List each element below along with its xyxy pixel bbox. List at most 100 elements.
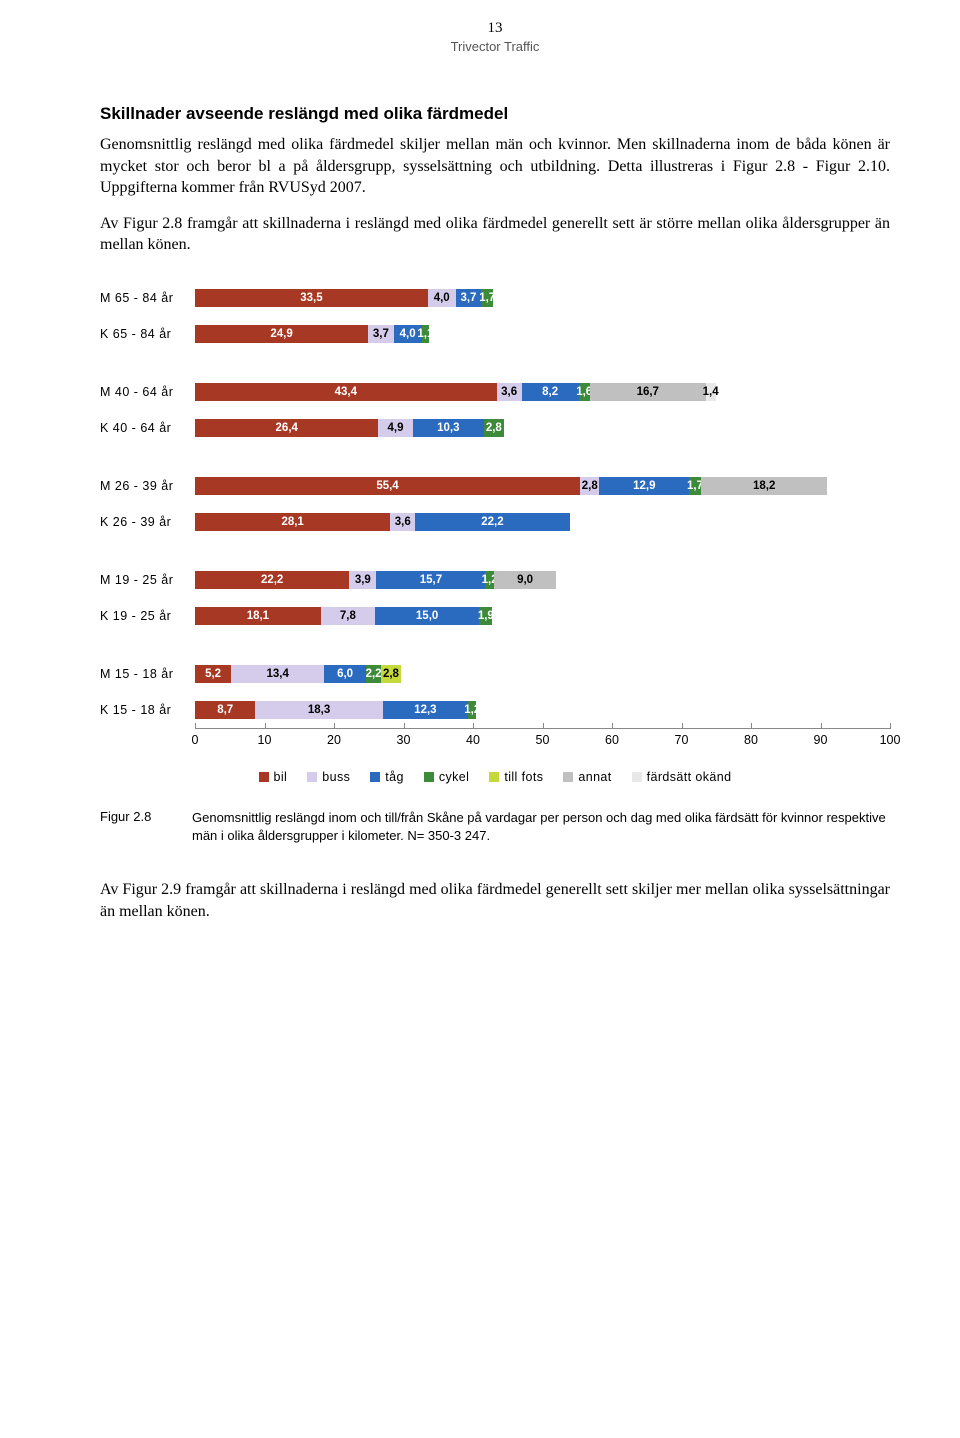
- chart-row: K 26 - 39 år28,13,622,2: [100, 510, 890, 534]
- section-heading: Skillnader avseende reslängd med olika f…: [100, 104, 890, 124]
- bar-segment: 8,7: [195, 701, 255, 719]
- chart-row: K 65 - 84 år24,93,74,01,1: [100, 322, 890, 346]
- legend-swatch: [424, 772, 434, 782]
- row-label: M 19 - 25 år: [100, 573, 195, 587]
- bar-segment: 22,2: [415, 513, 569, 531]
- row-label: K 26 - 39 år: [100, 515, 195, 529]
- legend-swatch: [307, 772, 317, 782]
- tick-label: 0: [192, 733, 199, 747]
- legend: bil buss tåg cykel till fots annat färdsätt ok…: [100, 770, 890, 784]
- bar-segment: 1,6: [579, 383, 590, 401]
- chart: M 65 - 84 år33,54,03,71,7 K 65 - 84 år24,…: [100, 286, 890, 784]
- legend-label: annat: [578, 770, 611, 784]
- row-label: K 65 - 84 år: [100, 327, 195, 341]
- bar-segment: 3,9: [349, 571, 376, 589]
- bar-segment: 26,4: [195, 419, 378, 437]
- tick-label: 40: [466, 733, 480, 747]
- bar-segment: 1,4: [706, 383, 716, 401]
- legend-label: till fots: [504, 770, 543, 784]
- row-label: M 26 - 39 år: [100, 479, 195, 493]
- bar-segment: 8,2: [522, 383, 579, 401]
- tick-label: 50: [536, 733, 550, 747]
- bar-segment: 15,7: [376, 571, 485, 589]
- chart-row: M 40 - 64 år43,43,68,21,616,71,4: [100, 380, 890, 404]
- chart-row: K 40 - 64 år26,44,910,32,8: [100, 416, 890, 440]
- legend-item: buss: [307, 770, 350, 784]
- legend-item: bil: [259, 770, 288, 784]
- row-label: K 40 - 64 år: [100, 421, 195, 435]
- row-label: K 19 - 25 år: [100, 609, 195, 623]
- figure-text: Genomsnittlig reslängd inom och till/frå…: [192, 809, 890, 844]
- tick-label: 60: [605, 733, 619, 747]
- legend-swatch: [489, 772, 499, 782]
- row-label: M 40 - 64 år: [100, 385, 195, 399]
- tick-label: 70: [675, 733, 689, 747]
- bar-segment: 1,2: [485, 571, 493, 589]
- bar-segment: 3,7: [456, 289, 482, 307]
- chart-row: M 19 - 25 år22,23,915,71,29,0: [100, 568, 890, 592]
- chart-row: M 65 - 84 år33,54,03,71,7: [100, 286, 890, 310]
- bar-segment: 55,4: [195, 477, 580, 495]
- figure-label: Figur 2.8: [100, 809, 172, 844]
- bar-segment: 1,7: [481, 289, 493, 307]
- legend-item: till fots: [489, 770, 543, 784]
- legend-item: färdsätt okänd: [632, 770, 732, 784]
- row-label: M 65 - 84 år: [100, 291, 195, 305]
- bar-segment: 7,8: [321, 607, 375, 625]
- paragraph-2: Av Figur 2.8 framgår att skillnaderna i …: [100, 213, 890, 256]
- legend-swatch: [259, 772, 269, 782]
- x-axis: 0102030405060708090100: [195, 728, 890, 752]
- legend-label: färdsätt okänd: [647, 770, 732, 784]
- bar-segment: 2,2: [366, 665, 381, 683]
- bar-segment: 13,4: [231, 665, 324, 683]
- bar-segment: 43,4: [195, 383, 497, 401]
- bar-segment: 3,6: [497, 383, 522, 401]
- bar-segment: 2,8: [381, 665, 400, 683]
- page-number: 13: [100, 20, 890, 37]
- bar-segment: 18,2: [701, 477, 827, 495]
- tick-label: 100: [880, 733, 901, 747]
- chart-row: M 26 - 39 år55,42,812,91,718,2: [100, 474, 890, 498]
- legend-swatch: [632, 772, 642, 782]
- bar-segment: 33,5: [195, 289, 428, 307]
- bar-segment: 12,3: [383, 701, 468, 719]
- bar-segment: 24,9: [195, 325, 368, 343]
- legend-label: buss: [322, 770, 350, 784]
- bar-segment: 10,3: [413, 419, 485, 437]
- page-subtitle: Trivector Traffic: [100, 39, 890, 54]
- bar-segment: 5,2: [195, 665, 231, 683]
- bar-segment: 18,1: [195, 607, 321, 625]
- bar-segment: 1,2: [468, 701, 476, 719]
- legend-item: tåg: [370, 770, 404, 784]
- bar-segment: 22,2: [195, 571, 349, 589]
- bar-segment: 3,6: [390, 513, 415, 531]
- paragraph-1: Genomsnittlig reslängd med olika färdmed…: [100, 134, 890, 199]
- bar-segment: 1,7: [689, 477, 701, 495]
- row-label: K 15 - 18 år: [100, 703, 195, 717]
- row-label: M 15 - 18 år: [100, 667, 195, 681]
- legend-label: bil: [274, 770, 288, 784]
- legend-swatch: [370, 772, 380, 782]
- legend-item: cykel: [424, 770, 469, 784]
- chart-row: K 15 - 18 år8,718,312,31,2: [100, 698, 890, 722]
- tick-label: 90: [814, 733, 828, 747]
- legend-swatch: [563, 772, 573, 782]
- bar-segment: 3,7: [368, 325, 394, 343]
- tick-label: 10: [258, 733, 272, 747]
- legend-label: tåg: [385, 770, 404, 784]
- legend-label: cykel: [439, 770, 469, 784]
- bar-segment: 12,9: [599, 477, 689, 495]
- chart-row: M 15 - 18 år5,213,46,02,22,8: [100, 662, 890, 686]
- closing-paragraph: Av Figur 2.9 framgår att skillnaderna i …: [100, 879, 890, 922]
- legend-item: annat: [563, 770, 611, 784]
- chart-row: K 19 - 25 år18,17,815,01,9: [100, 604, 890, 628]
- bar-segment: 28,1: [195, 513, 390, 531]
- bar-segment: 6,0: [324, 665, 366, 683]
- bar-segment: 1,9: [479, 607, 492, 625]
- tick-label: 20: [327, 733, 341, 747]
- bar-segment: 2,8: [580, 477, 599, 495]
- figure-caption: Figur 2.8 Genomsnittlig reslängd inom oc…: [100, 809, 890, 844]
- bar-segment: 1,1: [422, 325, 430, 343]
- tick-label: 30: [397, 733, 411, 747]
- bar-segment: 2,8: [484, 419, 503, 437]
